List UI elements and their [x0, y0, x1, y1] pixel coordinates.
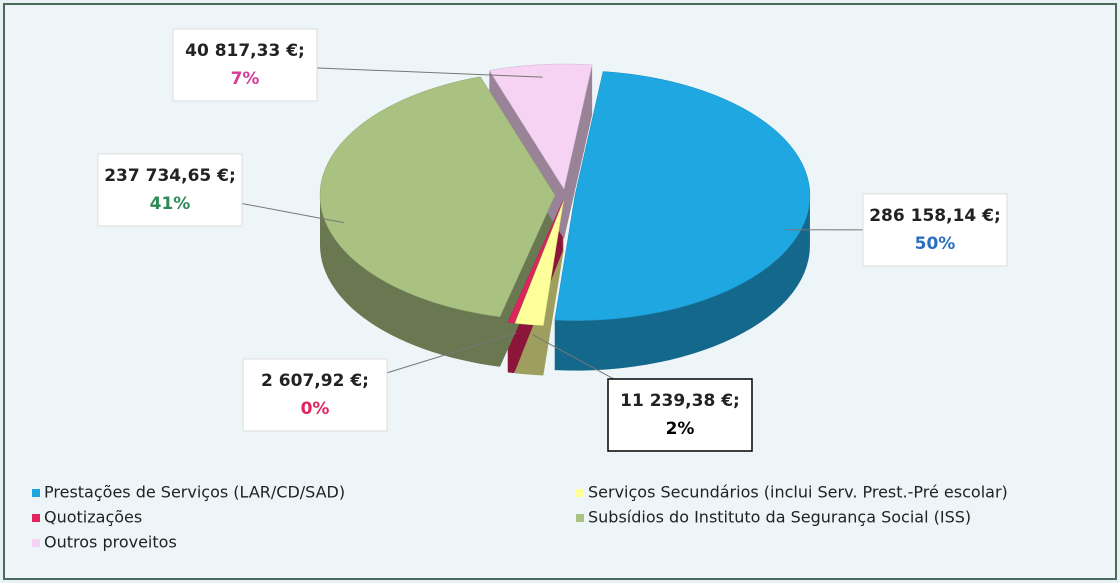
data-label-percent: 7% — [231, 69, 260, 89]
data-label-box — [97, 153, 243, 227]
slice — [319, 76, 556, 318]
legend-label: Serviços Secundários (inclui Serv. Prest… — [588, 483, 1008, 502]
legend-swatch — [576, 489, 584, 497]
data-label-value: 237 734,65 €; — [104, 166, 236, 186]
data-label-box — [172, 28, 318, 102]
legend-label: Prestações de Serviços (LAR/CD/SAD) — [44, 483, 345, 502]
data-label-percent: 2% — [666, 419, 695, 439]
data-label-percent: 41% — [150, 194, 191, 214]
data-label-value: 2 607,92 €; — [261, 371, 369, 391]
legend-label: Quotizações — [44, 508, 142, 527]
legend-swatch — [576, 514, 584, 522]
data-label-percent: 50% — [915, 234, 956, 254]
slice — [554, 71, 811, 321]
data-label-percent: 0% — [301, 399, 330, 419]
legend-label: Subsídios do Instituto da Segurança Soci… — [588, 508, 971, 527]
legend-swatch — [32, 489, 40, 497]
data-label-box — [862, 193, 1008, 267]
data-label-value: 11 239,38 €; — [620, 391, 740, 411]
slice — [488, 63, 593, 190]
data-label-value: 40 817,33 €; — [185, 41, 305, 61]
data-label-box — [607, 378, 753, 452]
data-label-box — [242, 358, 388, 432]
legend-swatch — [32, 539, 40, 547]
slice-side — [554, 71, 810, 371]
slice-side — [489, 64, 593, 240]
legend-label: Outros proveitos — [44, 533, 177, 552]
legend-swatch — [32, 514, 40, 522]
slice — [507, 200, 564, 324]
slice — [514, 200, 564, 326]
data-label-value: 286 158,14 €; — [869, 206, 1001, 226]
